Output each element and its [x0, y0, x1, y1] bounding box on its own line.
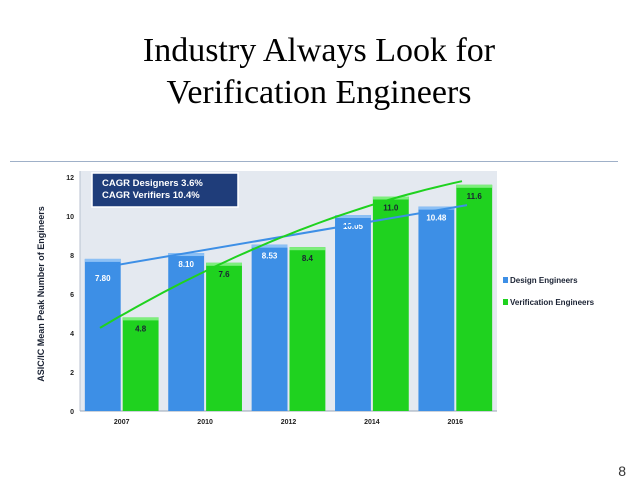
x-tick-label: 2012 [281, 419, 297, 426]
bar-highlight [289, 247, 326, 251]
bar-design-engineers [168, 253, 205, 411]
data-label-verification: 4.8 [135, 324, 147, 333]
data-label-design: 7.80 [95, 274, 111, 283]
slide-title: Industry Always Look for Verification En… [0, 30, 638, 114]
bar-highlight [84, 258, 121, 262]
legend-entry: Verification Engineers [510, 298, 595, 307]
bar-highlight [168, 253, 205, 257]
y-axis-label: ASIC/IC Mean Peak Number of Engineers [36, 206, 46, 382]
bar-highlight [418, 206, 455, 210]
x-tick-label: 2014 [364, 419, 380, 426]
data-label-verification: 8.4 [302, 254, 314, 263]
y-tick-label: 6 [70, 292, 74, 299]
cagr-annotation-line: CAGR Verifiers 10.4% [102, 190, 200, 201]
legend-swatch [503, 299, 508, 305]
bar-design-engineers [418, 206, 455, 411]
title-divider [10, 161, 618, 162]
cagr-annotation-box [91, 172, 239, 208]
data-label-verification: 11.0 [383, 204, 399, 213]
bar-highlight [372, 196, 409, 200]
data-label-verification: 11.6 [467, 192, 483, 201]
legend-entry: Design Engineers [510, 276, 578, 285]
data-label-design: 10.05 [343, 222, 364, 231]
bar-verification-engineers [372, 196, 409, 411]
data-label-design: 8.53 [262, 252, 278, 261]
data-label-verification: 7.6 [218, 270, 230, 279]
bar-design-engineers [84, 258, 121, 411]
bar-verification-engineers [206, 262, 242, 411]
bar-highlight [456, 184, 493, 188]
y-tick-label: 4 [70, 331, 74, 338]
bar-chart: 0 2 4 6 8 10 12 ASIC/IC Mean Peak Number of Eng… [36, 171, 595, 426]
bar-highlight [206, 262, 242, 266]
bar-design-engineers [335, 215, 371, 411]
y-tick-label: 2 [70, 370, 74, 377]
title-line-1: Industry Always Look for [142, 32, 496, 69]
x-tick-label: 2010 [197, 419, 213, 426]
y-tick-label: 12 [66, 175, 74, 182]
trendline-design [87, 204, 468, 271]
y-tick-label: 10 [66, 214, 74, 221]
cagr-annotation-line: CAGR Designers 3.6% [102, 178, 203, 189]
bar-verification-engineers [122, 317, 159, 411]
y-tick-label: 8 [70, 253, 74, 260]
bar-highlight [122, 317, 159, 321]
bar-verification-engineers [456, 184, 493, 411]
title-line-2: Verification Engineers [166, 74, 472, 111]
legend-swatch [503, 277, 508, 283]
x-tick-label: 2016 [448, 419, 464, 426]
y-tick-label: 0 [70, 409, 74, 416]
bar-highlight [335, 215, 371, 219]
page-number: 8 [618, 463, 626, 479]
bar-design-engineers [251, 244, 288, 411]
bar-highlight [251, 244, 288, 248]
bar-verification-engineers [289, 247, 326, 411]
data-label-design: 8.10 [178, 260, 194, 269]
x-tick-label: 2007 [114, 419, 130, 426]
data-label-design: 10.48 [426, 214, 447, 223]
trendline-verification [99, 180, 463, 329]
